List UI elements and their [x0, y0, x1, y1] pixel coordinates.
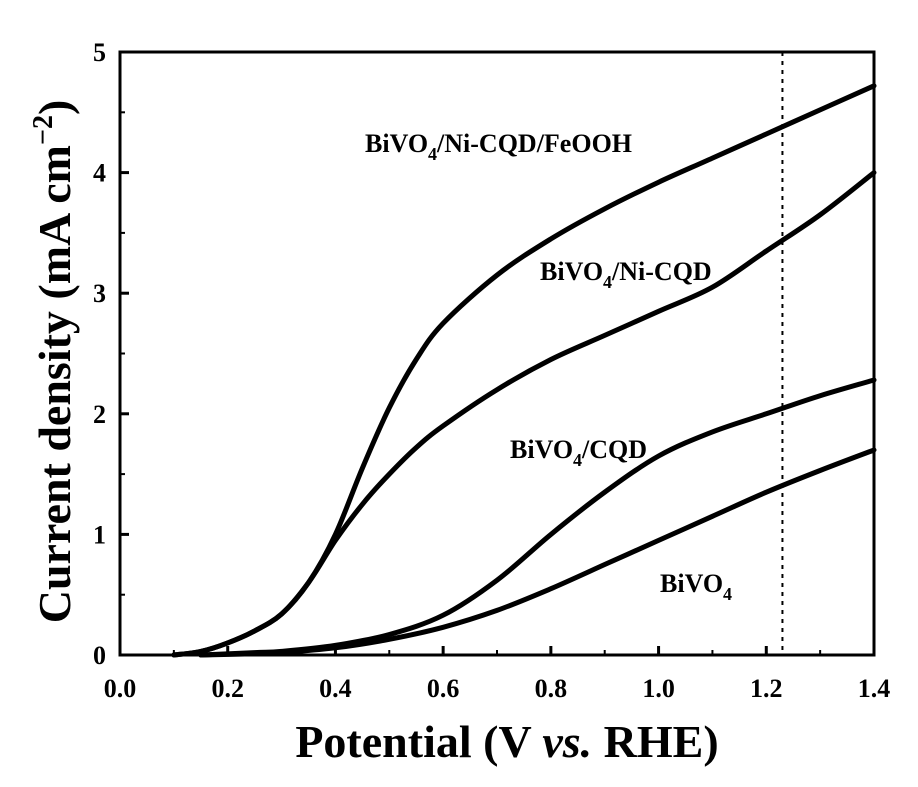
y-tick-label: 3: [93, 279, 106, 308]
y-tick-label: 1: [93, 520, 106, 549]
label-bivo4: BiVO4: [660, 569, 732, 604]
x-tick-label: 0.4: [319, 674, 352, 703]
label-bivo4-cqd: BiVO4/CQD: [510, 435, 647, 470]
x-tick-label: 1.2: [750, 674, 783, 703]
y-axis-title: Current density (mA cm−2): [28, 100, 80, 624]
y-tick-label: 0: [93, 641, 106, 670]
y-tick-label: 2: [93, 400, 106, 429]
series-lines: [174, 86, 874, 655]
series-line-bivo4: [201, 450, 874, 655]
x-tick-label: 0.6: [427, 674, 460, 703]
series-line-bivo4-ni-cqd-feooh: [174, 86, 874, 655]
label-bivo4-ni-cqd-feooh: BiVO4/Ni-CQD/FeOOH: [365, 129, 632, 164]
x-tick-label: 1.0: [642, 674, 675, 703]
y-tick-label: 5: [93, 38, 106, 67]
x-axis-title: Potential (V vs. RHE): [295, 716, 718, 767]
label-bivo4-ni-cqd: BiVO4/Ni-CQD: [540, 257, 712, 292]
x-tick-label: 1.4: [858, 674, 891, 703]
x-tick-label: 0.2: [211, 674, 244, 703]
series-line-bivo4-cqd: [201, 380, 874, 655]
y-tick-label: 4: [93, 159, 106, 188]
x-tick-label: 0.8: [535, 674, 568, 703]
x-tick-label: 0.0: [104, 674, 137, 703]
